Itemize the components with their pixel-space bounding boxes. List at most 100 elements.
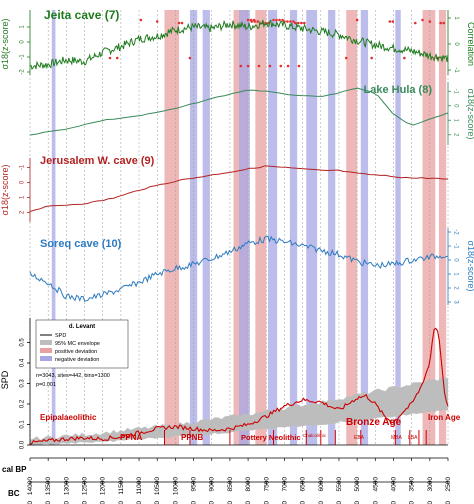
spd-tick-label: 0.2 <box>19 399 25 408</box>
correlation-mark <box>286 64 290 68</box>
correlation-mark <box>108 56 112 60</box>
jeita-tick-label: 1 <box>19 25 25 29</box>
axis-tick-label: 1000 <box>427 501 434 504</box>
correlation-mark <box>239 64 243 68</box>
spd-series-line <box>29 327 449 445</box>
jerusalem-tick-label: -1 <box>19 164 25 170</box>
axis-tick-label: 3000 <box>354 501 361 504</box>
axis-tick-label: 14000 <box>27 477 34 495</box>
negative-band-9 <box>395 10 401 445</box>
negative-band-4 <box>268 10 278 445</box>
jerusalem-panel: -1 0 1 2 Jerusalem W. cave (9) σ18(z-score) <box>0 155 448 222</box>
negative-band-0 <box>51 10 56 445</box>
jeita-tick-label: 0 <box>19 40 25 44</box>
legend-stats-n: n=3043, sites=442, bins=1300 <box>36 373 110 379</box>
correlation-mark <box>286 20 289 23</box>
jeita-tick-label: -1 <box>19 54 25 60</box>
axis-tick-label: 11000 <box>63 501 70 504</box>
jerusalem-left-ticks: -1 0 1 2 <box>19 164 30 214</box>
axis-tick-label: 2500 <box>445 477 452 492</box>
correlation-mark <box>428 20 432 23</box>
spd-tick-label: 0.5 <box>19 338 25 347</box>
axis-tick-label: 6500 <box>227 501 234 504</box>
jeita-right-tick-label: 1 <box>453 16 459 20</box>
period-boundary-markers <box>163 430 427 445</box>
correlation-mark <box>403 56 406 60</box>
jerusalem-tick-label: 0 <box>19 180 25 184</box>
correlation-mark <box>246 18 250 22</box>
bc-axis: 12000 11500 11000 10500 10000 9500 9000 8500 800… <box>8 481 452 504</box>
axis-tick-label: 5000 <box>354 477 361 492</box>
axis-tick-label: 7500 <box>263 477 270 492</box>
correlation-mark <box>115 56 119 60</box>
legend-negative-swatch <box>40 356 52 361</box>
axis-tick-label: 11500 <box>45 501 52 504</box>
correlation-mark <box>300 21 303 25</box>
spd-ylabel: SPD <box>0 370 10 389</box>
axis-tick-label: 3500 <box>409 477 416 492</box>
correlation-mark <box>188 56 192 60</box>
legend-spd-label: SPD <box>55 333 66 339</box>
calbp-axis-label: cal BP <box>2 465 27 474</box>
period-ppna: PPNA <box>120 433 142 442</box>
correlation-mark <box>439 21 443 25</box>
spd-left-ticks: 0.0 0.1 0.2 0.3 0.4 0.5 <box>19 338 30 449</box>
legend-negative-label: negative deviation <box>55 357 99 363</box>
spd-tick-label: 0.3 <box>19 379 25 388</box>
hula-title: Lake Hula (8) <box>364 84 433 96</box>
correlation-mark <box>289 20 292 23</box>
correlation-mark <box>442 21 446 25</box>
soreq-tick-label: -2 <box>453 229 459 235</box>
hula-right-ticks: -1 0 1 2 <box>448 89 459 137</box>
correlation-mark <box>370 56 373 60</box>
axis-tick-label: 13500 <box>45 477 52 495</box>
legend-stats-p: p=0.001 <box>36 382 56 388</box>
legend-positive-swatch <box>40 348 52 353</box>
jerusalem-series-line <box>29 165 448 212</box>
hula-tick-label: 1 <box>453 119 459 123</box>
axis-tick-label: 6500 <box>300 477 307 492</box>
axis-tick-label: 9000 <box>209 477 216 492</box>
axis-tick-label: 10500 <box>82 501 89 504</box>
axis-tick-label: 6000 <box>318 477 325 492</box>
soreq-tick-label: 0 <box>453 258 459 262</box>
dashed-vertical-gridlines <box>29 10 449 445</box>
negative-band-6 <box>306 10 318 445</box>
axis-tick-label: 9500 <box>191 477 198 492</box>
jeita-series-line <box>29 19 449 71</box>
hula-tick-label: 2 <box>453 133 459 137</box>
correlation-mark <box>272 18 275 22</box>
axis-tick-label: 13000 <box>63 477 70 495</box>
legend-envelope-label: 95% MC envelope <box>55 341 100 347</box>
jeita-title: Jeita cave (7) <box>44 8 119 22</box>
axis-tick-label: 10500 <box>154 477 161 495</box>
spd-tick-label: 0.4 <box>19 358 25 367</box>
spd-tick-label: 0.0 <box>19 440 25 449</box>
correlation-mark <box>391 20 395 23</box>
axis-tick-label: 2000 <box>390 501 397 504</box>
period-chalcolithic: Chalcolithic <box>303 433 327 438</box>
correlation-mark <box>294 21 297 25</box>
jerusalem-tick-label: 2 <box>19 210 25 214</box>
correlation-mark <box>253 20 257 23</box>
axis-tick-label: 8000 <box>172 501 179 504</box>
period-mba: MBA <box>391 435 403 441</box>
axis-tick-label: 8500 <box>154 501 161 504</box>
correlation-mark <box>292 20 295 23</box>
period-bronze-age: Bronze Age <box>346 417 402 428</box>
correlation-mark <box>275 18 278 22</box>
axis-tick-label: 11000 <box>136 477 143 495</box>
period-ppnb: PPNB <box>181 433 203 442</box>
correlation-mark <box>355 18 359 22</box>
soreq-ylabel-right: σ18(z-score) <box>466 240 474 291</box>
positive-band-0 <box>164 10 180 445</box>
spd-legend: d. Levant SPD 95% MC envelope positive d… <box>35 319 129 388</box>
correlation-mark <box>278 18 281 22</box>
axis-tick-label: 10000 <box>100 501 107 504</box>
correlation-mark <box>279 64 283 68</box>
jeita-ylabel: σ18(z-score) <box>0 18 10 69</box>
legend-title: d. Levant <box>69 324 95 330</box>
correlation-mark <box>268 64 272 68</box>
axis-tick-label: 11500 <box>118 477 125 495</box>
